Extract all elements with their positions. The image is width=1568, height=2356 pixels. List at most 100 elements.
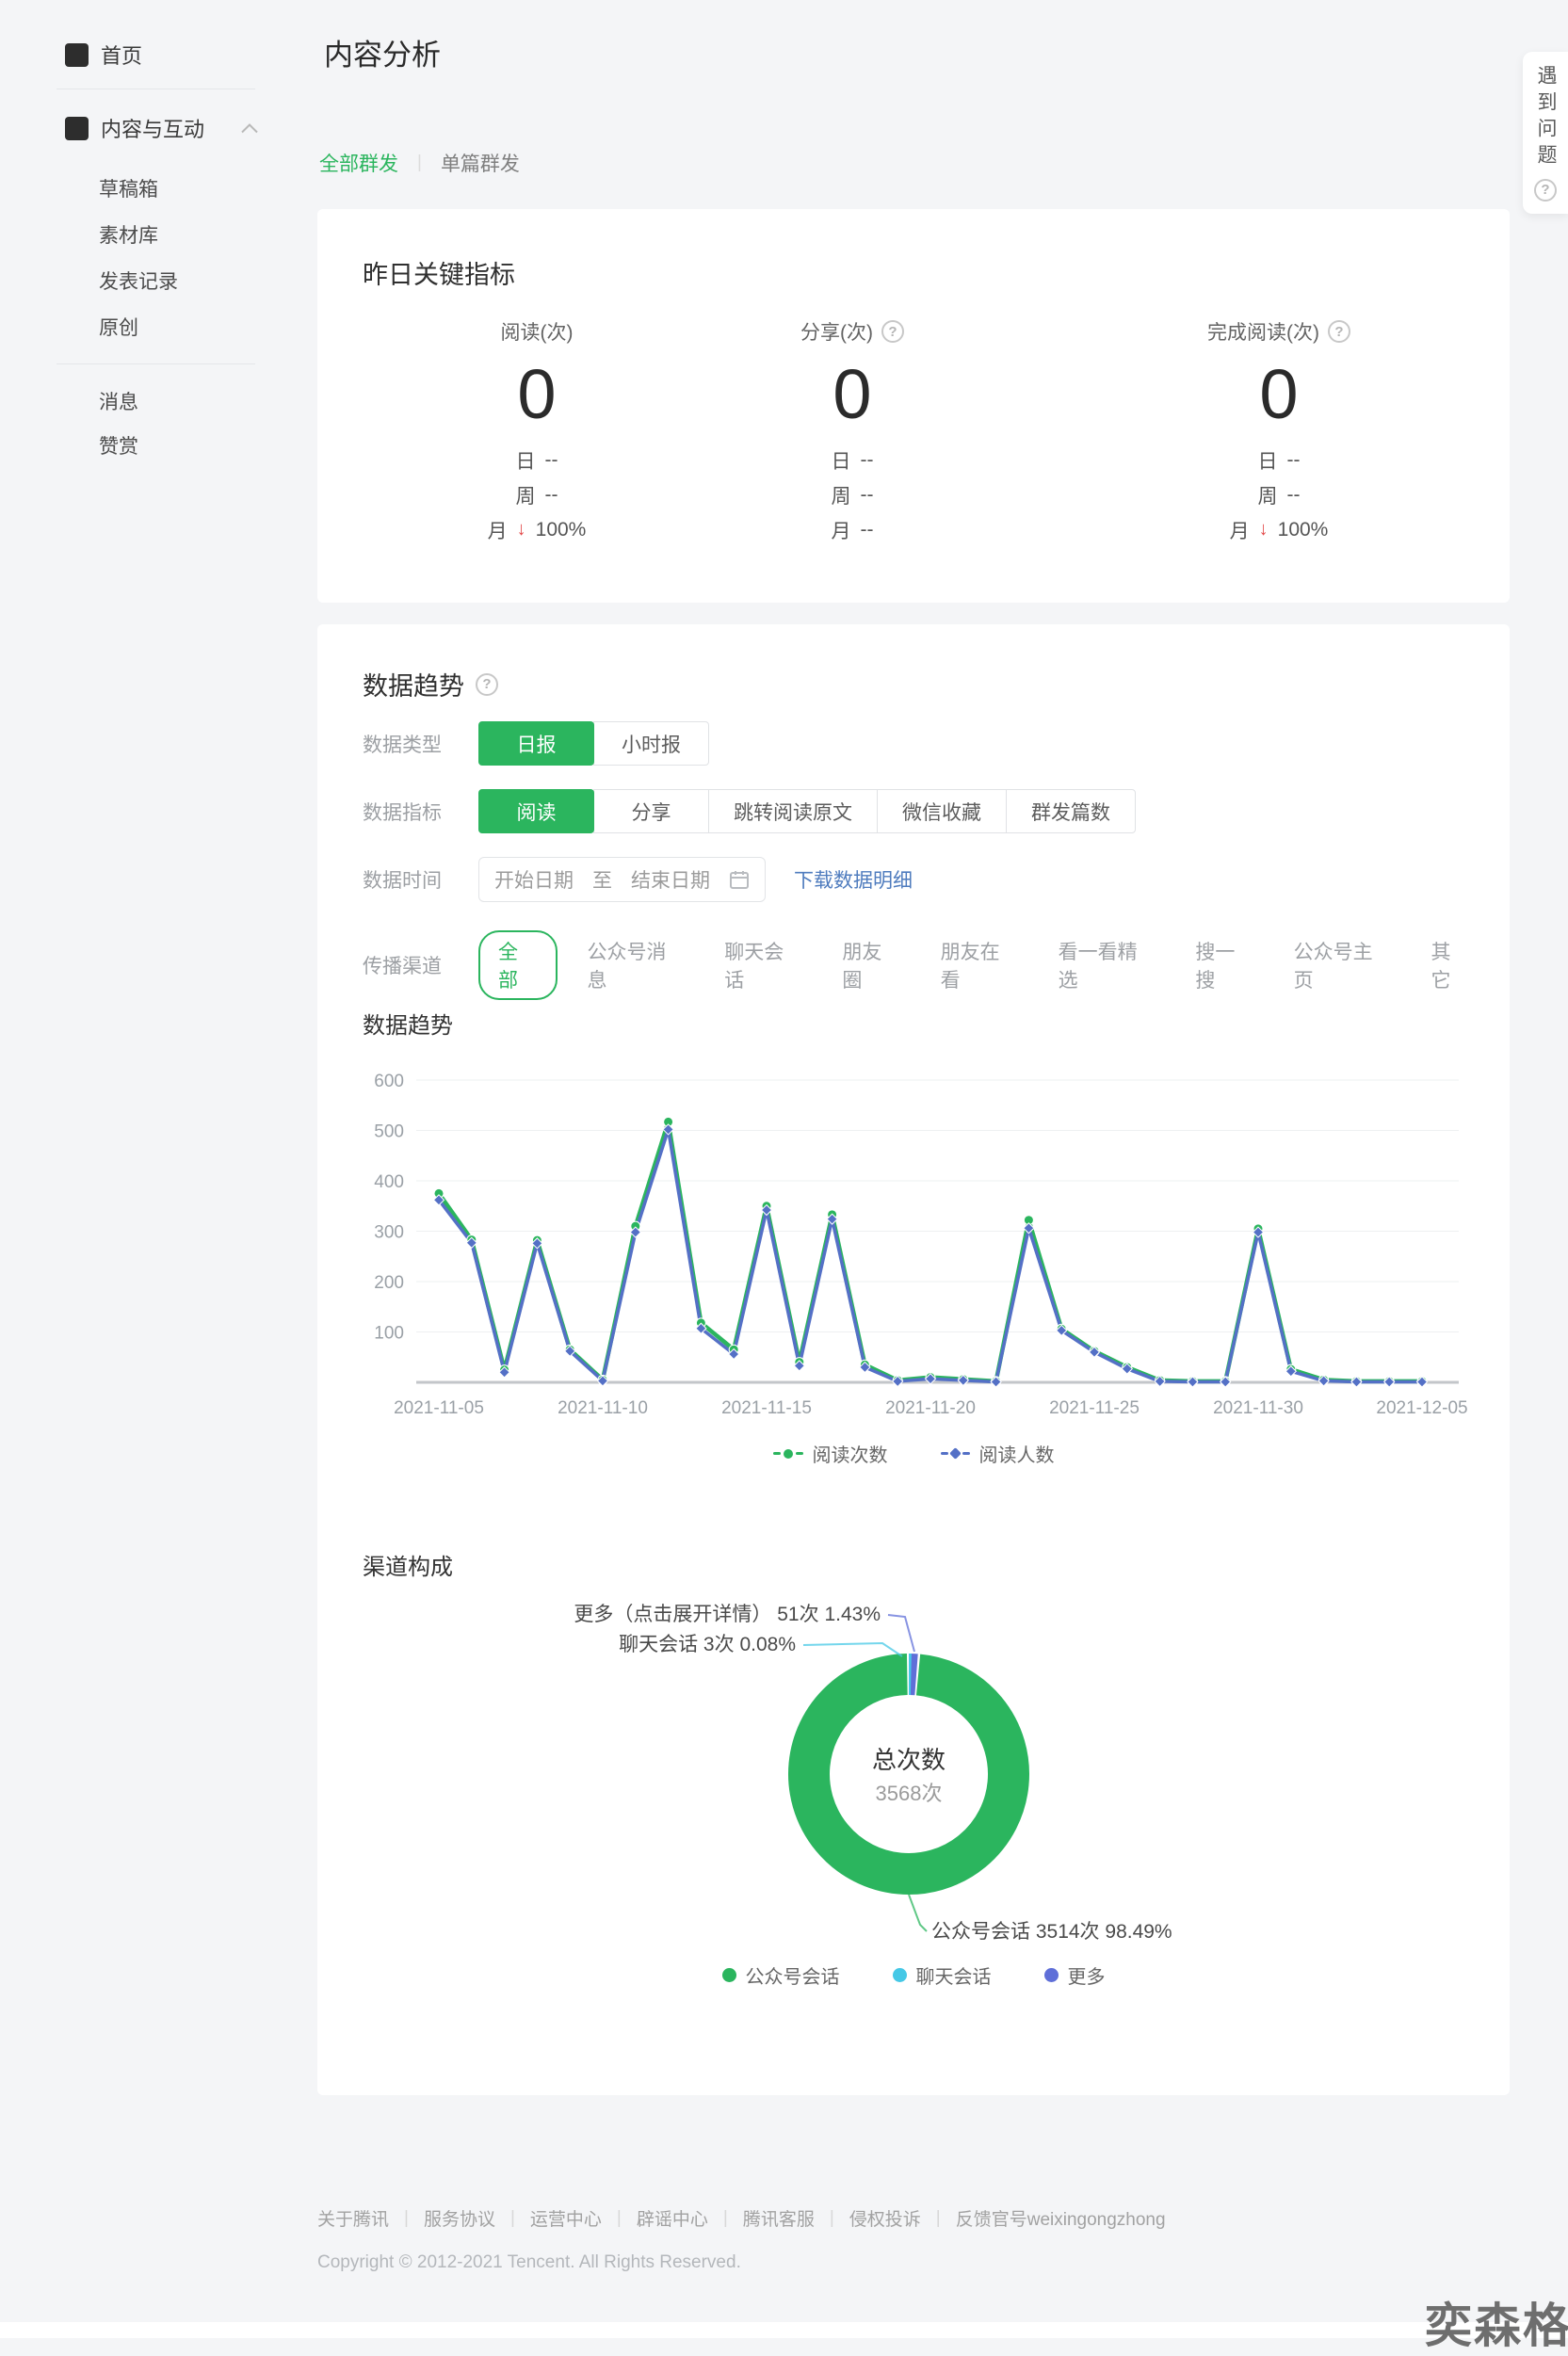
data-time-label: 数据时间	[363, 870, 442, 892]
data-trend-card: 数据趋势 ? 数据类型 日报 小时报 数据指标 阅读 分享 跳转阅读原文 微信收藏 群发篇…	[317, 624, 1510, 2095]
channel-label: 传播渠道	[363, 956, 442, 977]
svg-text:400: 400	[374, 1172, 404, 1192]
channel-option-2[interactable]: 聊天会话	[724, 942, 784, 992]
compare-period-label: 周	[831, 485, 851, 508]
metric-value: 0	[1259, 355, 1299, 433]
help-icon[interactable]: ?	[881, 320, 904, 343]
line-chart-title: 数据趋势	[363, 1013, 453, 1039]
chevron-up-icon	[241, 122, 258, 133]
compare-period-label: 日	[831, 450, 851, 473]
svg-text:100: 100	[374, 1324, 404, 1344]
trend-card-title-text: 数据趋势	[363, 672, 464, 701]
metric-compare-rows: 日 -- 周 -- 月 --	[720, 443, 984, 547]
metric-compare-row: 日 --	[720, 443, 984, 477]
donut-legend-item-2[interactable]: 更多	[1043, 1961, 1106, 1989]
sidebar-subitem-2[interactable]: 发表记录	[99, 271, 178, 293]
end-date-placeholder: 结束日期	[631, 870, 710, 892]
footer-link-0[interactable]: 关于腾讯	[317, 2210, 390, 2230]
metric-compare-row: 月 ↓ 100%	[1147, 512, 1411, 547]
channel-option-7[interactable]: 公众号主页	[1293, 942, 1373, 992]
donut-legend-item-1[interactable]: 聊天会话	[892, 1961, 992, 1989]
sidebar-subitem-3[interactable]: 原创	[99, 317, 138, 339]
compare-period-label: 周	[1257, 485, 1278, 508]
footer-link-5[interactable]: 侵权投诉	[849, 2210, 921, 2230]
metric-column-2: 完成阅读(次)? 0 日 -- 周 -- 月 ↓ 100%	[1147, 318, 1411, 547]
subnav-tabs: 全部群发 | 单篇群发	[319, 149, 520, 177]
footer-link-6[interactable]: 反馈官号weixingongzhong	[955, 2210, 1166, 2230]
data-metric-option-2[interactable]: 跳转阅读原文	[708, 789, 878, 833]
circle-marker-icon	[772, 1448, 803, 1459]
svg-text:500: 500	[374, 1122, 404, 1142]
metric-value: 0	[832, 355, 872, 433]
sidebar-item-content-interaction[interactable]: 内容与互动	[65, 113, 258, 143]
help-icon[interactable]: ?	[476, 672, 498, 696]
legend-label: 更多	[1067, 1967, 1106, 1988]
data-type-option-1[interactable]: 小时报	[593, 721, 709, 766]
date-range-input[interactable]: 开始日期 至 结束日期	[478, 857, 766, 902]
channel-option-3[interactable]: 朋友圈	[842, 942, 882, 992]
svg-text:更多（点击展开详情） 51次 1.43%: 更多（点击展开详情） 51次 1.43%	[574, 1604, 881, 1625]
donut-legend-item-0[interactable]: 公众号会话	[721, 1961, 840, 1989]
help-icon[interactable]: ?	[1328, 320, 1350, 343]
footer-link-2[interactable]: 运营中心	[529, 2210, 602, 2230]
metric-compare-row: 日 --	[405, 443, 669, 477]
line-legend-item-1[interactable]: 阅读人数	[940, 1440, 1055, 1467]
sidebar-subitem-0[interactable]: 草稿箱	[99, 179, 158, 201]
svg-text:2021-11-25: 2021-11-25	[1049, 1398, 1140, 1418]
metric-compare-row: 周 --	[405, 477, 669, 512]
metric-compare-rows: 日 -- 周 -- 月 ↓ 100%	[1147, 443, 1411, 547]
channel-option-5[interactable]: 看一看精选	[1058, 942, 1138, 992]
compare-value: --	[860, 483, 874, 506]
footer-link-divider: |	[935, 2207, 941, 2228]
svg-text:2021-11-20: 2021-11-20	[885, 1398, 976, 1418]
sidebar-subitem-1[interactable]: 素材库	[99, 225, 158, 247]
svg-text:2021-12-05: 2021-12-05	[1376, 1398, 1467, 1418]
svg-text:总次数: 总次数	[872, 1746, 946, 1774]
sidebar-item-home[interactable]: 首页	[65, 40, 142, 70]
donut-chart: 公众号会话 3514次 98.49% 聊天会话 3次 0.08% 更多（点击展开详情…	[574, 1604, 1172, 1943]
footer-link-4[interactable]: 腾讯客服	[742, 2210, 815, 2230]
compare-value: --	[1286, 448, 1301, 471]
sidebar-bottom-item-0[interactable]: 消息	[99, 392, 138, 413]
start-date-placeholder: 开始日期	[494, 870, 574, 892]
svg-text:600: 600	[374, 1072, 404, 1091]
data-metric-option-0[interactable]: 阅读	[478, 789, 594, 833]
data-type-row: 数据类型 日报 小时报	[363, 721, 709, 766]
metric-value: 0	[517, 355, 557, 433]
channel-option-6[interactable]: 搜一搜	[1195, 942, 1236, 992]
svg-text:200: 200	[374, 1273, 404, 1293]
content-section-icon	[65, 116, 89, 140]
footer-link-3[interactable]: 辟谣中心	[636, 2210, 708, 2230]
question-mark-icon: ?	[1534, 178, 1557, 202]
donut-chart-title: 渠道构成	[363, 1555, 453, 1580]
line-chart: 100 200 300 400 500 600 2021-11-05 2021-11-10 20…	[374, 1072, 1467, 1418]
footer-link-1[interactable]: 服务协议	[423, 2210, 495, 2230]
footer-link-divider: |	[829, 2207, 834, 2228]
svg-text:3568次: 3568次	[876, 1782, 943, 1805]
tab-1[interactable]: 单篇群发	[440, 153, 520, 175]
data-type-option-0[interactable]: 日报	[478, 721, 594, 766]
footer-link-divider: |	[616, 2207, 622, 2228]
channel-option-0[interactable]: 全部	[478, 930, 558, 1000]
channel-option-8[interactable]: 其它	[1431, 942, 1451, 992]
channel-option-4[interactable]: 朋友在看	[940, 942, 1000, 992]
line-legend-item-0[interactable]: 阅读次数	[772, 1440, 888, 1467]
channel-options: 全部 公众号消息 聊天会话 朋友圈 朋友在看 看一看精选 搜一搜 公众号主页 其它	[478, 930, 1510, 1000]
download-data-link[interactable]: 下载数据明细	[794, 870, 913, 892]
compare-value: --	[860, 448, 874, 471]
sidebar-bottom-item-1[interactable]: 赞赏	[99, 436, 138, 458]
channel-option-1[interactable]: 公众号消息	[587, 942, 667, 992]
metric-compare-row: 月 --	[720, 512, 984, 547]
tab-0[interactable]: 全部群发	[319, 153, 398, 175]
compare-value: 100%	[535, 518, 587, 541]
data-metric-option-4[interactable]: 群发篇数	[1006, 789, 1136, 833]
compare-value: 100%	[1277, 518, 1329, 541]
metric-column-1: 分享(次)? 0 日 -- 周 -- 月 --	[720, 318, 984, 547]
feedback-help-tab[interactable]: 遇到问题 ?	[1523, 52, 1568, 214]
footer-link-divider: |	[722, 2207, 728, 2228]
legend-label: 阅读次数	[812, 1445, 888, 1466]
data-metric-option-1[interactable]: 分享	[593, 789, 709, 833]
data-metric-option-3[interactable]: 微信收藏	[877, 789, 1007, 833]
line-chart-legend: 阅读次数 阅读人数	[317, 1440, 1510, 1467]
legend-dot-icon	[721, 1968, 736, 1982]
